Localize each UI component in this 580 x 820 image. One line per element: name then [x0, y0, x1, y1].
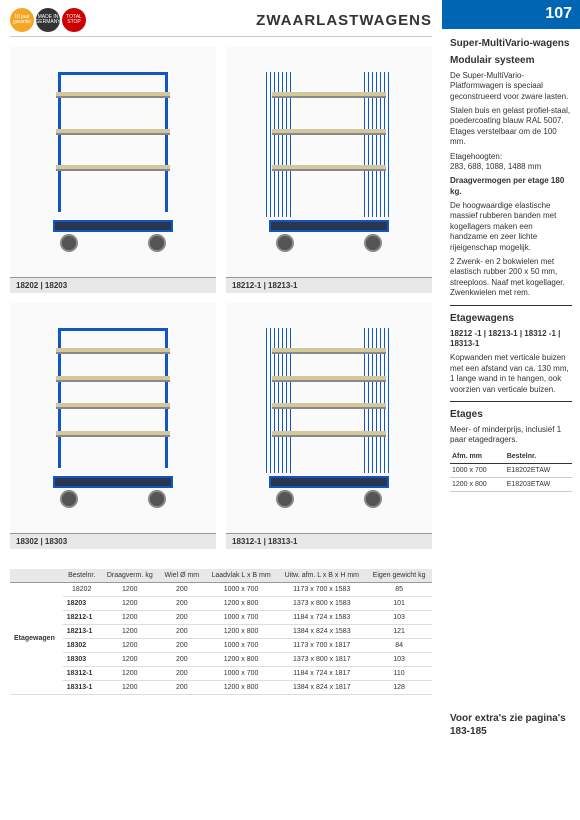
main-content: 10 jaar garantie MADE IN GERMANY TOTAL S…: [0, 0, 442, 820]
sidebar-h3: Etages: [450, 408, 572, 421]
spec-header: Uitw. afm. L x B x H mm: [277, 569, 366, 583]
product-card: 18212-1 | 18213-1: [226, 47, 432, 293]
sidebar-p6: 2 Zwenk- en 2 bokwielen met elastisch ru…: [450, 257, 572, 299]
sidebar-p4: Draagvermogen per etage 180 kg.: [450, 176, 572, 197]
product-card: 18312-1 | 18313-1: [226, 303, 432, 549]
sidebar-h1b: Modulair systeem: [450, 54, 572, 67]
product-caption: 18302 | 18303: [10, 533, 216, 549]
product-caption: 18212-1 | 18213-1: [226, 277, 432, 293]
page-header: 10 jaar garantie MADE IN GERMANY TOTAL S…: [10, 8, 432, 37]
table-row: 18313-112002001200 x 8001384 x 824 x 181…: [10, 681, 432, 695]
table-row: 1820312002001200 x 8001373 x 800 x 15831…: [10, 597, 432, 611]
badge-row: 10 jaar garantie MADE IN GERMANY TOTAL S…: [10, 8, 86, 32]
sidebar: 107 Super-MultiVario-wagens Modulair sys…: [442, 0, 580, 820]
sidebar-p1: De Super-MultiVario-Platformwagen is spe…: [450, 71, 572, 102]
product-image: [226, 303, 432, 533]
sidebar-models: 18212 -1 | 18213-1 | 18312 -1 | 18313-1: [450, 329, 572, 350]
page-number: 107: [442, 0, 580, 29]
product-image: [10, 303, 216, 533]
product-card: 18202 | 18203: [10, 47, 216, 293]
sidebar-h2: Etagewagens: [450, 312, 572, 325]
product-image: [226, 47, 432, 277]
spec-rowlabel: Etagewagen: [10, 583, 63, 695]
badge-warranty: 10 jaar garantie: [10, 8, 34, 32]
sidebar-p7: Kopwanden met verticale buizen met een a…: [450, 353, 572, 395]
sidebar-footer: Voor extra's zie pagina's 183-185: [450, 712, 572, 738]
spec-header: Eigen gewicht kg: [366, 569, 432, 583]
spec-header: Bestelnr.: [63, 569, 101, 583]
spec-header: Draagverm. kg: [101, 569, 159, 583]
sidebar-p2: Stalen buis en gelast profiel-staal, poe…: [450, 106, 572, 148]
sidebar-p3: Etagehoogten:283, 688, 1088, 1488 mm: [450, 152, 572, 173]
product-caption: 18202 | 18203: [10, 277, 216, 293]
sidebar-p8: Meer- of minderprijs, inclusief 1 paar e…: [450, 425, 572, 446]
table-row: Etagewagen1820212002001000 x 7001173 x 7…: [10, 583, 432, 597]
table-row: 18213-112002001200 x 8001384 x 824 x 158…: [10, 625, 432, 639]
etage-table: Afm. mmBestelnr. 1000 x 700E18202ETAW120…: [450, 450, 572, 492]
product-image: [10, 47, 216, 277]
sidebar-h1: Super-MultiVario-wagens: [450, 37, 572, 50]
table-row: 18312-112002001000 x 7001184 x 724 x 181…: [10, 667, 432, 681]
table-row: 1830212002001000 x 7001173 x 700 x 18178…: [10, 639, 432, 653]
product-caption: 18312-1 | 18313-1: [226, 533, 432, 549]
sidebar-p5: De hoogwaardige elastische massief rubbe…: [450, 201, 572, 253]
badge-germany: MADE IN GERMANY: [36, 8, 60, 32]
product-card: 18302 | 18303: [10, 303, 216, 549]
spec-header: Wiel Ø mm: [159, 569, 205, 583]
spec-header: Laadvlak L x B mm: [205, 569, 278, 583]
product-grid: 18202 | 18203 18212-1 | 18213-1 18302 | …: [10, 47, 432, 549]
table-row: 18212-112002001000 x 7001184 x 724 x 158…: [10, 611, 432, 625]
spec-table: Bestelnr.Draagverm. kgWiel Ø mmLaadvlak …: [10, 569, 432, 695]
page-title: ZWAARLASTWAGENS: [256, 12, 432, 29]
table-row: 1830312002001200 x 8001373 x 800 x 18171…: [10, 653, 432, 667]
badge-totalstop: TOTAL STOP: [62, 8, 86, 32]
